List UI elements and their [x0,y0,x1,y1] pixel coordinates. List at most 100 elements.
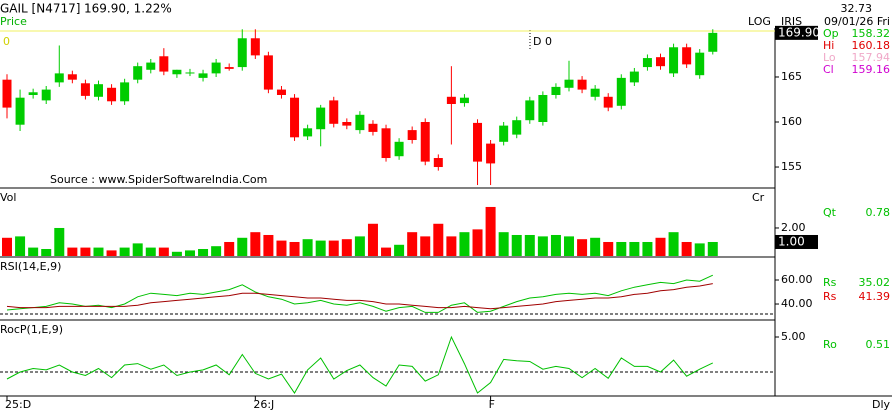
indicator-line [6,335,714,394]
readout-value: 0.51 [866,338,891,351]
volume-bar [707,241,718,256]
candle-body [329,100,339,124]
volume-bar [394,244,405,256]
current-box [775,25,818,40]
volume-bar [184,250,195,256]
volume-bar [381,247,392,256]
volume-bar [590,237,601,256]
candle-body [512,120,522,135]
volume-bar [289,241,300,256]
candle-body [237,38,247,68]
volume-bar [171,251,182,256]
volume-bar [158,247,169,256]
candle-body [381,128,391,159]
readout-label: Qt [823,206,837,219]
x-tick-label: F [489,398,495,411]
mode: LOG [748,15,771,28]
volume-bar [106,250,117,256]
candle-body [394,141,404,157]
volume-bar [603,241,614,256]
candle-body [2,79,12,108]
x-tick-label: 25:D [5,398,31,411]
volume-bar [420,236,431,256]
candle-body [590,88,600,97]
indicator-line [6,283,713,310]
current-label: 1.00 [778,234,805,248]
panel-label: Cr [752,191,765,204]
volume-bar [537,236,548,256]
candle-body [120,82,130,102]
volume-bar [694,243,705,256]
indicator-line [6,274,714,313]
volume-bar [41,248,52,256]
candle-body [656,57,665,67]
readout-value: 0.78 [866,206,891,219]
volume-bar [2,237,12,256]
candle-body [80,83,90,96]
candle-body [368,123,378,132]
readout-label: Hi [823,39,834,52]
volume-bar [250,232,261,256]
volume-bar [315,240,326,256]
volume-bar [54,227,65,256]
candle-body [564,79,574,88]
volume-bar [341,239,352,256]
readout-label: Rs [823,290,837,303]
candle-body [67,74,77,80]
candle-body [133,66,143,80]
candle-body [616,77,626,106]
volume-bar [681,241,692,256]
name: IRIS [781,15,802,28]
candle-body [682,47,692,65]
readout-label: Rs [823,276,837,289]
candle-body [538,94,548,123]
volume-bar [93,247,104,256]
candle-body [642,58,652,68]
candle-body [250,38,260,56]
volume-bar [119,247,130,256]
candle-body [407,130,417,141]
volume-bar [629,241,640,256]
candle-body [159,56,169,72]
y-tick-label: 5.00 [781,330,806,343]
candle-body [473,122,483,162]
y-tick-label: 2.00 [781,221,806,234]
volume-bar [668,232,679,256]
annotation: D 0 [533,35,552,48]
candle-body [629,71,639,83]
volume-bar [354,236,365,256]
volume-bar [550,234,561,256]
candle-body [54,73,64,83]
candle-body [342,122,352,126]
y-tick-label: 155 [781,160,802,173]
quote: 169.90, 1.22% [84,2,172,16]
volume-bar [446,236,457,256]
volume-bar [263,234,274,256]
volume-bar [328,240,339,256]
volume-bar [655,237,666,256]
volume-bar [132,243,143,256]
readout-value: 35.02 [859,276,891,289]
candle-body [15,97,25,125]
volume-bar [198,248,209,256]
volume-bar [15,236,26,256]
candle-body [316,107,326,130]
volume-bar [524,234,535,256]
candle-body [459,97,469,104]
volume-bar [276,240,287,256]
symbol: GAIL [N4717] [0,2,80,16]
readout-label: Lo [823,51,836,64]
volume-bar [472,229,483,256]
volume-bar [616,241,627,256]
volume-bar [498,232,509,256]
candle-body [185,72,195,74]
candle-body [172,69,182,75]
current-box [775,234,818,249]
volume-bar [459,232,470,256]
annotation: 0 [3,35,10,48]
volume-bar [28,247,39,256]
y-tick-label: 160 [781,115,802,128]
candle-body [28,92,38,95]
